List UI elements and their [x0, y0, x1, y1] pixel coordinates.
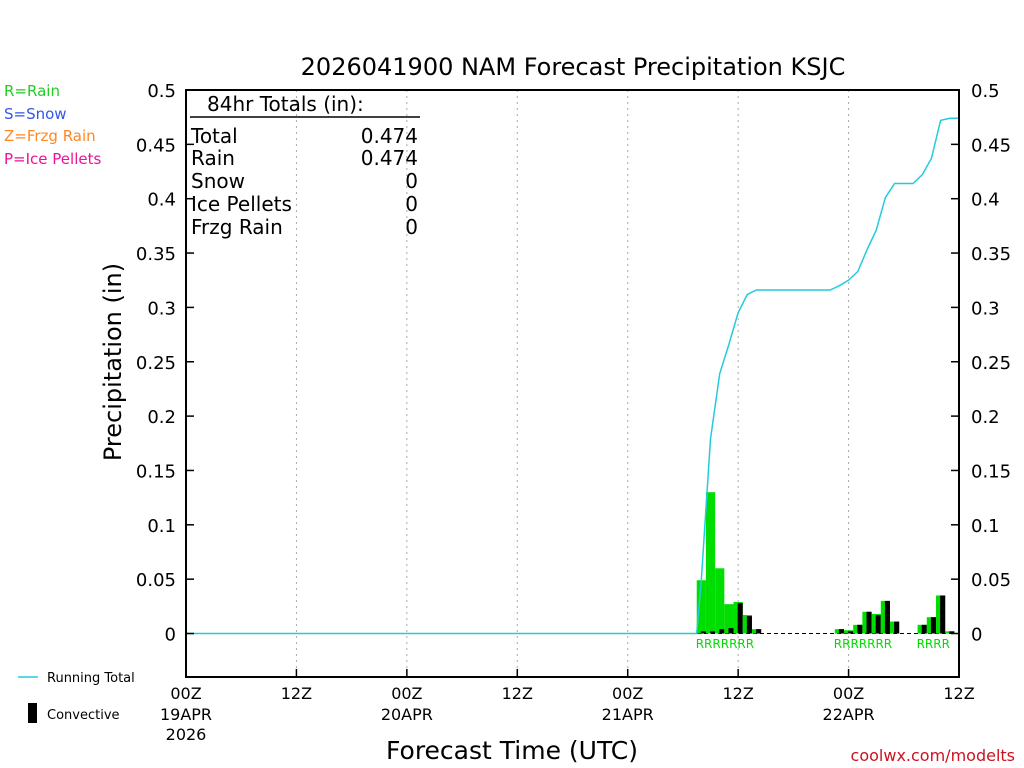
grid-lines	[186, 90, 959, 677]
rain-bar	[696, 580, 706, 634]
totals-frzg-rain-value: 0	[405, 215, 418, 239]
totals-frzg-rain-label: Frzg Rain	[191, 215, 283, 239]
convective-bar	[710, 631, 716, 634]
totals-snow-label: Snow	[191, 169, 245, 193]
running-total-polyline	[186, 117, 959, 635]
y-tick-label-left: 0.2	[147, 407, 176, 428]
convective-bar	[756, 629, 762, 634]
credit-text: coolwx.com/modelts	[851, 746, 1015, 765]
bars	[696, 492, 955, 634]
y-tick-label-left: 0.05	[136, 570, 176, 591]
x-tick-label: 12Z	[502, 684, 533, 703]
convective-bar	[857, 624, 863, 634]
ptype-legend: R=Rain S=Snow Z=Frzg Rain P=Ice Pellets	[4, 82, 101, 168]
convective-bar	[949, 631, 955, 634]
chart-title: 2026041900 NAM Forecast Precipitation KS…	[301, 53, 846, 81]
y-tick-label-right: 0.15	[971, 461, 1011, 482]
rain-bar	[715, 568, 725, 634]
y-tick-label-right: 0.2	[971, 407, 1000, 428]
ptype-marker: RRRR	[917, 637, 950, 651]
totals-box: 84hr Totals (in): Total 0.474 Rain 0.474…	[190, 92, 420, 239]
y-tick-label-right: 0	[971, 625, 982, 646]
y-tick-label-right: 0.5	[971, 81, 1000, 102]
y-tick-label-right: 0.35	[971, 244, 1011, 265]
y-tick-label-left: 0.45	[136, 135, 176, 156]
x-tick-label: 12Z	[722, 684, 753, 703]
x-tick-label: 00Z	[391, 684, 422, 703]
ptype-legend-snow: S=Snow	[4, 105, 67, 123]
convective-bar	[875, 615, 881, 634]
convective-bar	[737, 603, 743, 634]
x-tick-year: 2026	[166, 725, 207, 744]
convective-bar	[848, 631, 854, 634]
y-tick-label-right: 0.1	[971, 516, 1000, 537]
y-tick-label-left: 0.5	[147, 81, 176, 102]
y-tick-label-right: 0.05	[971, 570, 1011, 591]
ptype-legend-ice-pellets: P=Ice Pellets	[4, 150, 101, 168]
x-tick-label: 12Z	[281, 684, 312, 703]
x-tick-label: 12Z	[943, 684, 974, 703]
totals-header: 84hr Totals (in):	[207, 92, 364, 116]
convective-legend-label: Convective	[47, 708, 120, 723]
y-tick-label-left: 0.35	[136, 244, 176, 265]
y-tick-label-right: 0.4	[971, 190, 1000, 211]
running-total-line	[186, 117, 959, 635]
y-axis-label: Precipitation (in)	[99, 263, 127, 461]
x-tick-label: 00Z	[833, 684, 864, 703]
y-tick-label-left: 0.15	[136, 461, 176, 482]
y-tick-label-left: 0	[165, 625, 176, 646]
x-tick-date: 22APR	[823, 705, 875, 724]
x-tick-date: 19APR	[160, 705, 212, 724]
convective-bar	[719, 629, 725, 634]
totals-ice-pellets-label: Ice Pellets	[191, 192, 292, 216]
x-tick-label: 00Z	[612, 684, 643, 703]
x-tick-label: 00Z	[170, 684, 201, 703]
convective-bar	[921, 624, 927, 634]
y-tick-label-left: 0.4	[147, 190, 176, 211]
totals-total-label: Total	[190, 124, 238, 148]
x-axis-label: Forecast Time (UTC)	[386, 736, 638, 765]
convective-bar	[728, 628, 734, 634]
y-tick-label-left: 0.1	[147, 516, 176, 537]
convective-bar	[930, 617, 936, 634]
convective-bar	[884, 600, 890, 634]
totals-rain-value: 0.474	[361, 146, 418, 170]
convective-bar	[838, 629, 844, 634]
ptype-legend-frzg-rain: Z=Frzg Rain	[4, 127, 96, 145]
y-tick-label-right: 0.45	[971, 135, 1011, 156]
totals-rain-label: Rain	[191, 146, 235, 170]
running-total-legend-label: Running Total	[47, 671, 135, 686]
convective-bar	[866, 611, 872, 634]
totals-total-value: 0.474	[361, 124, 418, 148]
y-tick-label-left: 0.3	[147, 298, 176, 319]
convective-bar	[746, 616, 752, 634]
convective-bar	[894, 621, 900, 634]
totals-snow-value: 0	[405, 169, 418, 193]
series-legend: Running Total Convective	[18, 671, 135, 723]
x-tick-date: 21APR	[602, 705, 654, 724]
ptype-markers: RRRRRRR RRRRRRR RRRR	[696, 637, 950, 651]
rain-bar	[724, 604, 734, 634]
ptype-marker: RRRRRRR	[696, 637, 754, 651]
totals-ice-pellets-value: 0	[405, 192, 418, 216]
convective-bar	[940, 595, 946, 634]
rain-bar	[705, 492, 716, 634]
y-tick-label-left: 0.25	[136, 353, 176, 374]
convective-bar	[700, 631, 706, 634]
ptype-marker: RRRRRRR	[834, 637, 892, 651]
y-ticks: 0.5 0.5 0.45 0.45 0.4 0.4 0.35 0.35 0.3 0.3 0.25 0.…	[136, 81, 1011, 646]
x-tick-date: 20APR	[381, 705, 433, 724]
plot-frame	[185, 89, 960, 678]
ptype-legend-rain: R=Rain	[4, 82, 60, 100]
y-tick-label-right: 0.3	[971, 298, 1000, 319]
convective-legend-swatch	[28, 703, 37, 723]
y-tick-label-right: 0.25	[971, 353, 1011, 374]
